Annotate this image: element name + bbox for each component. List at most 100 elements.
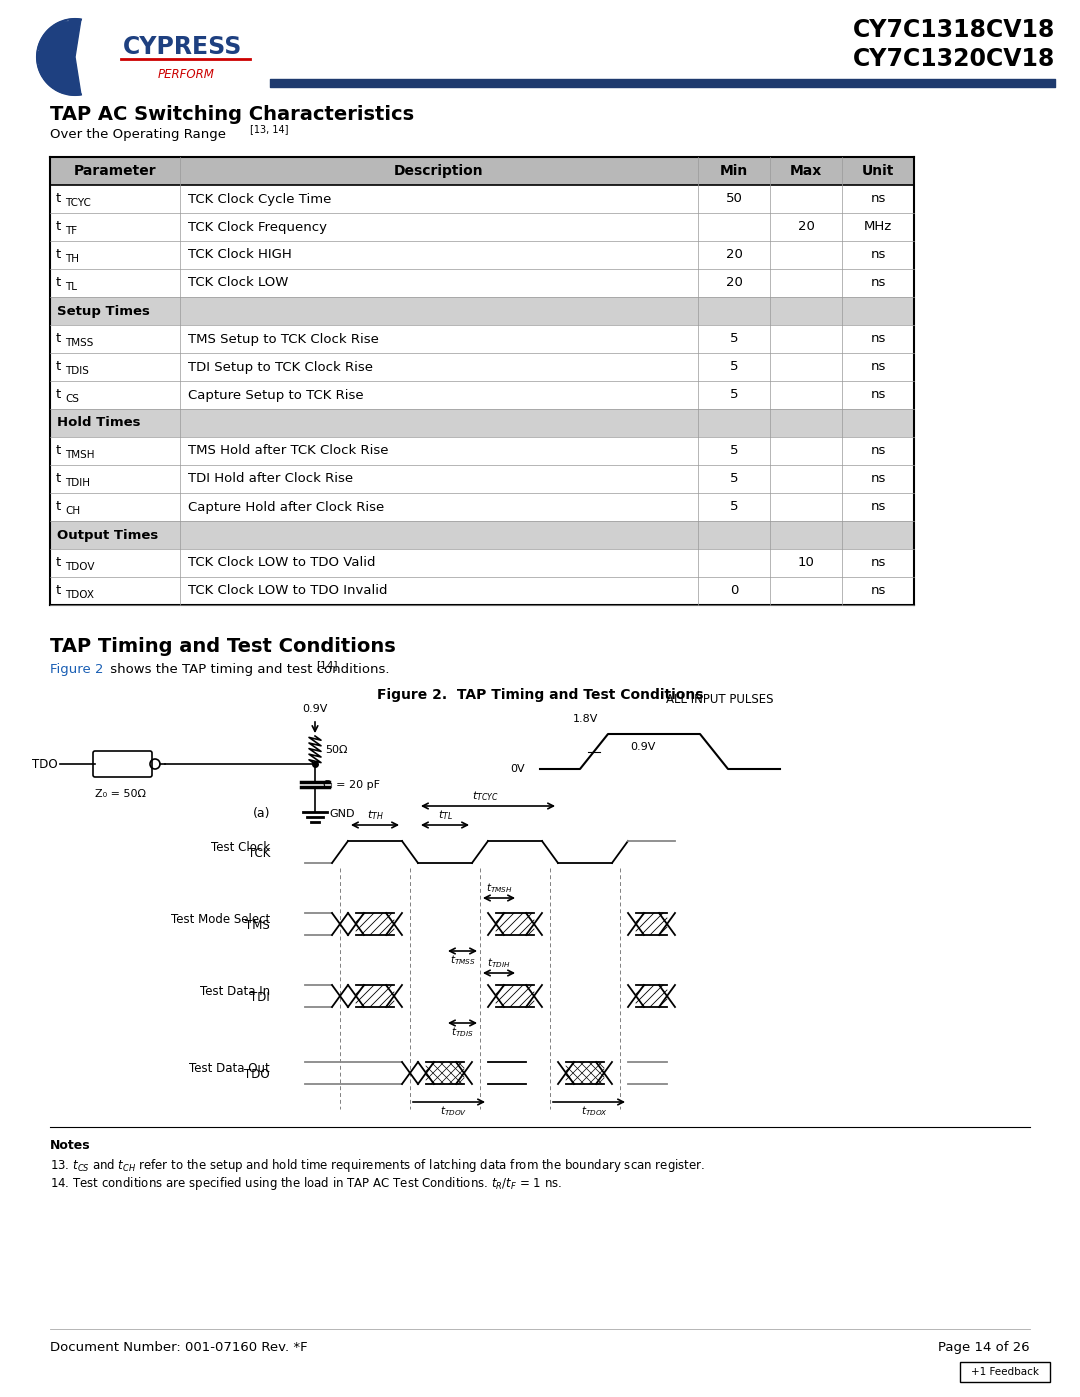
Text: 5: 5 xyxy=(730,472,739,486)
Text: TDIH: TDIH xyxy=(65,478,90,488)
Text: t: t xyxy=(56,277,62,289)
Bar xyxy=(50,298,914,326)
Bar xyxy=(50,381,914,409)
Text: (a): (a) xyxy=(253,807,270,820)
Text: ns: ns xyxy=(870,277,886,289)
Text: Output Times: Output Times xyxy=(57,528,159,542)
Text: Figure 2: Figure 2 xyxy=(50,664,104,676)
Text: 5: 5 xyxy=(730,444,739,457)
Text: Hold Times: Hold Times xyxy=(57,416,140,429)
Text: CH: CH xyxy=(65,506,80,515)
Text: 0.9V: 0.9V xyxy=(630,742,656,752)
Text: $t_{TDIH}$: $t_{TDIH}$ xyxy=(487,956,511,970)
Text: Over the Operating Range: Over the Operating Range xyxy=(50,129,226,141)
Text: [14]: [14] xyxy=(316,659,337,671)
Text: TCK Clock Frequency: TCK Clock Frequency xyxy=(188,221,327,233)
Text: TAP Timing and Test Conditions: TAP Timing and Test Conditions xyxy=(50,637,395,657)
Text: $t_{TH}$: $t_{TH}$ xyxy=(366,809,383,821)
Bar xyxy=(50,521,914,549)
Text: 20: 20 xyxy=(726,249,742,261)
Text: 20: 20 xyxy=(797,221,814,233)
Text: CY7C1318CV18: CY7C1318CV18 xyxy=(852,18,1055,42)
Bar xyxy=(50,577,914,605)
Text: TDI: TDI xyxy=(251,990,270,1004)
Text: TMSH: TMSH xyxy=(65,450,95,460)
Text: TCK Clock LOW to TDO Invalid: TCK Clock LOW to TDO Invalid xyxy=(188,584,388,598)
Text: Capture Hold after Clock Rise: Capture Hold after Clock Rise xyxy=(188,500,384,514)
Text: ns: ns xyxy=(870,556,886,570)
Text: $t_{TDOV}$: $t_{TDOV}$ xyxy=(441,1104,468,1118)
Text: TDO: TDO xyxy=(32,757,58,771)
Text: TH: TH xyxy=(65,253,79,264)
Text: TMS Hold after TCK Clock Rise: TMS Hold after TCK Clock Rise xyxy=(188,444,389,457)
Text: 0.9V: 0.9V xyxy=(302,704,327,714)
Text: ns: ns xyxy=(870,193,886,205)
Text: ns: ns xyxy=(870,500,886,514)
Text: ns: ns xyxy=(870,249,886,261)
Text: 5: 5 xyxy=(730,332,739,345)
Text: TDI Hold after Clock Rise: TDI Hold after Clock Rise xyxy=(188,472,353,486)
Polygon shape xyxy=(37,20,81,95)
Bar xyxy=(50,549,914,577)
Text: 14. Test conditions are specified using the load in TAP AC Test Conditions. $t_R: 14. Test conditions are specified using … xyxy=(50,1175,562,1192)
Text: Setup Times: Setup Times xyxy=(57,305,150,317)
Text: CY7C1320CV18: CY7C1320CV18 xyxy=(852,47,1055,71)
Text: [13, 14]: [13, 14] xyxy=(249,124,288,134)
Text: Max: Max xyxy=(789,163,822,177)
Text: $t_{TCYC}$: $t_{TCYC}$ xyxy=(472,789,498,803)
Text: Test Clock: Test Clock xyxy=(211,841,270,854)
Text: $t_{TMSS}$: $t_{TMSS}$ xyxy=(449,953,475,967)
Text: t: t xyxy=(56,332,62,345)
Text: Test Data Out: Test Data Out xyxy=(189,1062,270,1076)
Text: +1 Feedback: +1 Feedback xyxy=(971,1368,1039,1377)
Text: Z₀ = 50Ω: Z₀ = 50Ω xyxy=(95,789,146,799)
Text: 13. $t_{CS}$ and $t_{CH}$ refer to the setup and hold time requirements of latch: 13. $t_{CS}$ and $t_{CH}$ refer to the s… xyxy=(50,1157,705,1173)
Text: TDIS: TDIS xyxy=(65,366,89,376)
Text: t: t xyxy=(56,472,62,486)
Text: TCK Clock LOW to TDO Valid: TCK Clock LOW to TDO Valid xyxy=(188,556,376,570)
Text: 50Ω: 50Ω xyxy=(325,745,348,754)
Text: ns: ns xyxy=(870,388,886,401)
Text: TCK Clock Cycle Time: TCK Clock Cycle Time xyxy=(188,193,332,205)
Text: ALL INPUT PULSES: ALL INPUT PULSES xyxy=(666,693,773,705)
Text: Document Number: 001-07160 Rev. *F: Document Number: 001-07160 Rev. *F xyxy=(50,1341,308,1354)
Text: shows the TAP timing and test conditions.: shows the TAP timing and test conditions… xyxy=(106,664,390,676)
Text: 10: 10 xyxy=(797,556,814,570)
Text: TDO: TDO xyxy=(244,1067,270,1081)
Text: Min: Min xyxy=(720,163,748,177)
Text: PERFORM: PERFORM xyxy=(158,68,215,81)
Text: CS: CS xyxy=(65,394,79,404)
Bar xyxy=(50,465,914,493)
Text: ns: ns xyxy=(870,444,886,457)
Text: t: t xyxy=(56,388,62,401)
Text: TAP AC Switching Characteristics: TAP AC Switching Characteristics xyxy=(50,105,414,124)
Text: $t_{TDIS}$: $t_{TDIS}$ xyxy=(451,1025,474,1039)
Text: GND: GND xyxy=(329,809,354,819)
Text: ns: ns xyxy=(870,584,886,598)
Text: $t_{TDOX}$: $t_{TDOX}$ xyxy=(581,1104,607,1118)
Text: ns: ns xyxy=(870,332,886,345)
Text: 0: 0 xyxy=(730,584,739,598)
Text: t: t xyxy=(56,360,62,373)
Text: Capture Setup to TCK Rise: Capture Setup to TCK Rise xyxy=(188,388,364,401)
Text: TDI Setup to TCK Clock Rise: TDI Setup to TCK Clock Rise xyxy=(188,360,373,373)
Text: ns: ns xyxy=(870,360,886,373)
Bar xyxy=(50,409,914,437)
Bar xyxy=(50,353,914,381)
Text: t: t xyxy=(56,500,62,514)
Text: Page 14 of 26: Page 14 of 26 xyxy=(939,1341,1030,1354)
Text: Description: Description xyxy=(394,163,484,177)
Text: 20: 20 xyxy=(726,277,742,289)
Text: TCK Clock HIGH: TCK Clock HIGH xyxy=(188,249,292,261)
Bar xyxy=(50,156,914,184)
Text: TDOX: TDOX xyxy=(65,590,94,599)
Bar xyxy=(50,184,914,212)
Bar xyxy=(50,437,914,465)
Bar xyxy=(50,326,914,353)
Text: TCK Clock LOW: TCK Clock LOW xyxy=(188,277,288,289)
Text: TCK: TCK xyxy=(247,847,270,861)
Text: Cₗ = 20 pF: Cₗ = 20 pF xyxy=(323,780,380,789)
Bar xyxy=(50,270,914,298)
Text: t: t xyxy=(56,221,62,233)
Text: 0V: 0V xyxy=(511,764,525,774)
